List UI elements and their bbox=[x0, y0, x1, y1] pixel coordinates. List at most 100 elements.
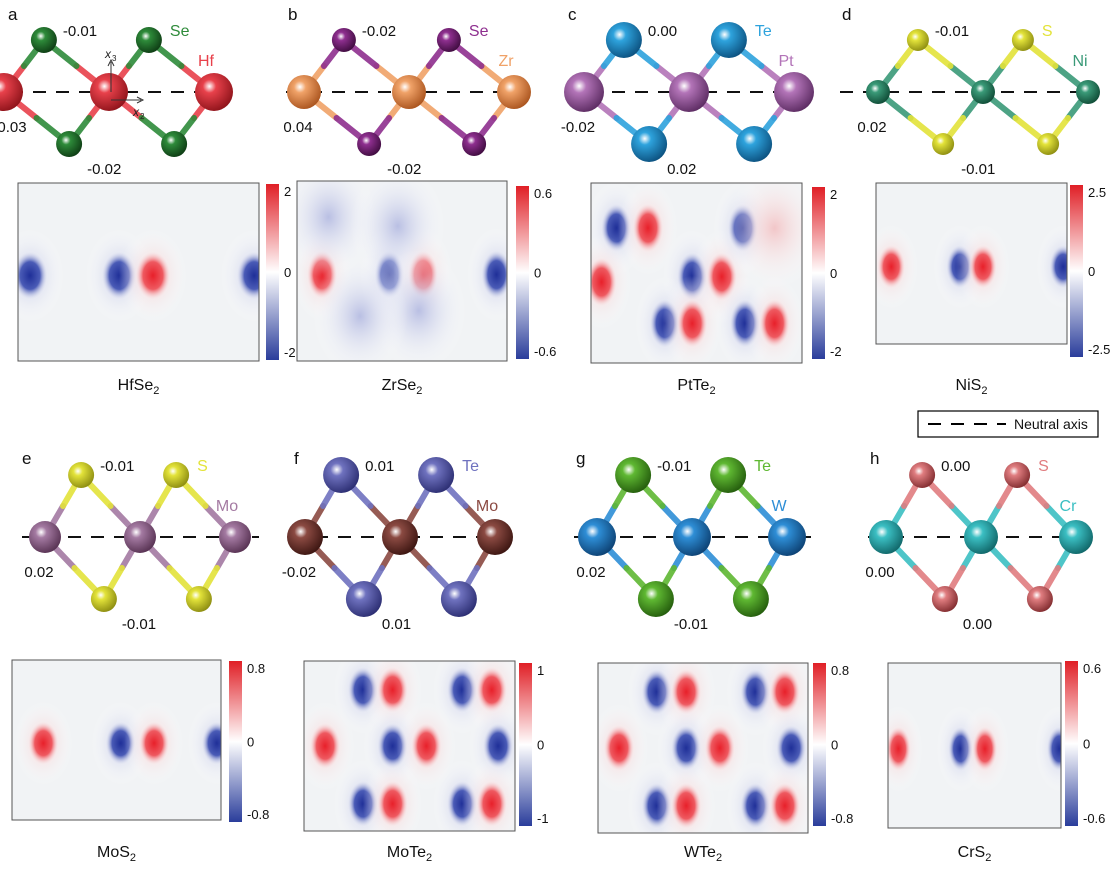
contour-lobe-positive bbox=[134, 250, 172, 301]
contour-frame bbox=[11, 659, 222, 821]
x2-axis-label: x bbox=[132, 105, 140, 119]
formula-base: HfSe bbox=[118, 377, 154, 394]
chalcogen-atom-bottom bbox=[1026, 586, 1053, 612]
colorbar-max-label: 0.8 bbox=[247, 661, 265, 676]
chalcogen-label: Te bbox=[754, 458, 771, 475]
legend-label: Neutral axis bbox=[1014, 416, 1088, 432]
contour-lobe-positive bbox=[603, 724, 635, 772]
metal-label: Cr bbox=[1060, 498, 1078, 515]
contour-map bbox=[590, 182, 803, 364]
colorbar-max-label: 0.6 bbox=[534, 186, 552, 201]
contour-lobe-negative bbox=[201, 720, 221, 766]
metal-atom bbox=[768, 518, 806, 556]
chalcogen-atom-top bbox=[1004, 462, 1031, 488]
chalcogen-atom-top bbox=[909, 462, 936, 488]
metal-atom bbox=[673, 518, 711, 556]
value-bottom-chalcogen: 0.02 bbox=[667, 161, 696, 178]
colorbar: 0.8 0 -0.8 bbox=[813, 663, 853, 826]
contour-lobe-positive bbox=[376, 666, 409, 714]
contour-lobe-positive bbox=[676, 298, 709, 349]
x2-arrowhead bbox=[136, 96, 145, 104]
chalcogen-atom-top bbox=[135, 27, 162, 53]
contour-frame bbox=[887, 662, 1062, 829]
contour-lobe-positive bbox=[27, 720, 60, 766]
panel-h: h S Cr 0.00 0.00 0.00 0.6 0 -0.6 CrS2 bbox=[865, 449, 1105, 864]
value-metal: -0.02 bbox=[282, 564, 316, 581]
contour-lobe-positive bbox=[309, 722, 341, 770]
chalcogen-atom-bottom bbox=[931, 586, 958, 612]
value-top-chalcogen: 0.00 bbox=[941, 458, 970, 475]
metal-atom bbox=[392, 75, 426, 109]
value-metal: 0.04 bbox=[283, 119, 312, 136]
value-top-chalcogen: 0.00 bbox=[648, 23, 677, 40]
metal-atom bbox=[1059, 520, 1093, 554]
chalcogen-atom-bottom bbox=[357, 132, 382, 156]
chalcogen-atom-bottom bbox=[185, 586, 212, 612]
chalcogen-atom-bottom bbox=[1037, 133, 1060, 155]
x3-axis-label: x bbox=[104, 47, 112, 61]
colorbar-max-label: 0.6 bbox=[1083, 661, 1101, 676]
chalcogen-atom-top bbox=[331, 28, 356, 52]
panel-letter: c bbox=[568, 5, 577, 24]
colorbar: 0.8 0 -0.8 bbox=[229, 661, 269, 822]
formula-base: WTe bbox=[684, 844, 716, 861]
contour-frame bbox=[296, 180, 508, 362]
contour-map bbox=[303, 660, 516, 832]
contour-lobe-positive bbox=[670, 782, 702, 830]
contour-lobe-positive bbox=[138, 720, 170, 766]
colorbar-gradient bbox=[812, 187, 825, 359]
contour-lobe-positive bbox=[475, 780, 508, 828]
panel-e: e S Mo -0.01 0.02 -0.01 0.8 0 -0.8 MoS2 bbox=[11, 449, 269, 864]
contour-frame bbox=[875, 182, 1068, 345]
metal-atom bbox=[219, 521, 251, 553]
colorbar: 0.6 0 -0.6 bbox=[1065, 661, 1105, 826]
formula-subscript: 2 bbox=[153, 385, 159, 397]
panel-f: f Te Mo 0.01 -0.02 0.01 1 0 -1 MoTe2 bbox=[282, 449, 549, 864]
metal-atom bbox=[669, 72, 709, 112]
colorbar-max-label: 2 bbox=[284, 184, 291, 199]
value-top-chalcogen: 0.01 bbox=[365, 458, 394, 475]
panel-letter: f bbox=[294, 449, 299, 468]
formula-subscript: 2 bbox=[416, 385, 422, 397]
contour-lobe-positive bbox=[888, 725, 912, 772]
value-bottom-chalcogen: -0.02 bbox=[87, 161, 121, 178]
metal-label: Zr bbox=[498, 53, 514, 70]
chalcogen-label: S bbox=[1042, 23, 1053, 40]
colorbar-mid-label: 0 bbox=[1088, 264, 1095, 279]
formula-subscript: 2 bbox=[426, 852, 432, 864]
panel-letter: d bbox=[842, 5, 851, 24]
colorbar-mid-label: 0 bbox=[537, 738, 544, 753]
chalcogen-atom-bottom bbox=[736, 126, 773, 162]
contour-lobe-negative bbox=[480, 249, 507, 300]
metal-atom bbox=[287, 75, 321, 109]
value-metal: 0.03 bbox=[0, 119, 27, 136]
value-metal: 0.00 bbox=[865, 564, 894, 581]
metal-atom bbox=[578, 518, 616, 556]
metal-atom bbox=[90, 73, 128, 111]
colorbar: 2 0 -2 bbox=[266, 184, 296, 360]
panel-letter: h bbox=[870, 449, 879, 468]
colorbar-min-label: -0.8 bbox=[247, 807, 269, 822]
chalcogen-atom-bottom bbox=[90, 586, 117, 612]
metal-atom bbox=[287, 519, 323, 555]
chalcogen-label: Se bbox=[469, 23, 489, 40]
contour-frame bbox=[590, 182, 803, 364]
contour-lobe-positive bbox=[376, 780, 409, 828]
chalcogen-atom-top bbox=[710, 22, 747, 58]
colorbar-min-label: -0.6 bbox=[1083, 811, 1105, 826]
chalcogen-atom-top bbox=[30, 27, 57, 53]
formula-base: PtTe bbox=[677, 377, 709, 394]
metal-label: Mo bbox=[216, 498, 238, 515]
contour-halo bbox=[312, 254, 408, 361]
value-metal: 0.02 bbox=[857, 119, 886, 136]
chalcogen-atom-top bbox=[906, 29, 929, 51]
formula-base: MoS bbox=[97, 844, 130, 861]
chalcogen-atom-bottom bbox=[440, 581, 477, 617]
formula-subscript: 2 bbox=[709, 385, 715, 397]
metal-atom bbox=[0, 73, 23, 111]
colorbar-max-label: 0.8 bbox=[831, 663, 849, 678]
formula-base: MoTe bbox=[387, 844, 426, 861]
contour-lobe-negative bbox=[1046, 725, 1061, 772]
